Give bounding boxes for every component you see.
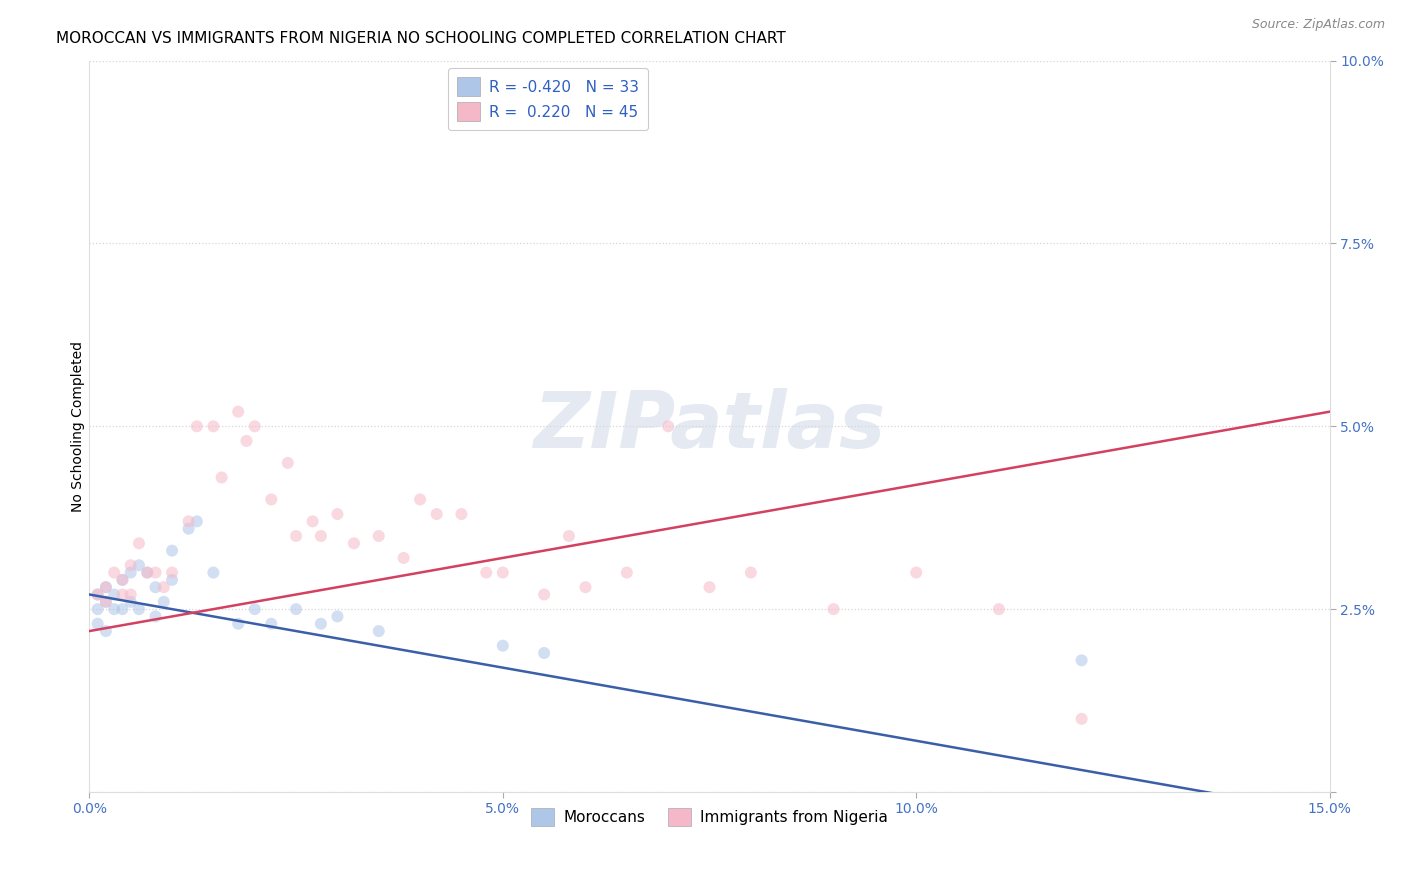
Point — [111, 573, 134, 587]
Point — [1070, 712, 1092, 726]
Point — [392, 550, 415, 565]
Point — [533, 587, 555, 601]
Y-axis label: No Schooling Completed: No Schooling Completed — [72, 341, 86, 512]
Point — [186, 514, 208, 528]
Point — [94, 580, 117, 594]
Point — [136, 566, 159, 580]
Point — [657, 419, 679, 434]
Point — [740, 566, 762, 580]
Point — [309, 616, 332, 631]
Point — [160, 573, 183, 587]
Point — [152, 595, 174, 609]
Point — [616, 566, 638, 580]
Point — [111, 602, 134, 616]
Point — [120, 558, 142, 573]
Point — [285, 529, 308, 543]
Point — [145, 609, 167, 624]
Point — [120, 587, 142, 601]
Point — [177, 514, 200, 528]
Text: MOROCCAN VS IMMIGRANTS FROM NIGERIA NO SCHOOLING COMPLETED CORRELATION CHART: MOROCCAN VS IMMIGRANTS FROM NIGERIA NO S… — [56, 31, 786, 46]
Point — [128, 536, 150, 550]
Point — [128, 602, 150, 616]
Point — [367, 529, 389, 543]
Point — [94, 595, 117, 609]
Point — [94, 595, 117, 609]
Point — [823, 602, 845, 616]
Point — [475, 566, 498, 580]
Point — [160, 566, 183, 580]
Legend: Moroccans, Immigrants from Nigeria: Moroccans, Immigrants from Nigeria — [522, 798, 897, 836]
Text: ZIPatlas: ZIPatlas — [533, 388, 886, 465]
Point — [905, 566, 928, 580]
Point — [202, 419, 225, 434]
Point — [1070, 653, 1092, 667]
Text: Source: ZipAtlas.com: Source: ZipAtlas.com — [1251, 18, 1385, 31]
Point — [211, 470, 233, 484]
Point — [145, 580, 167, 594]
Point — [86, 587, 108, 601]
Point — [136, 566, 159, 580]
Point — [103, 566, 125, 580]
Point — [409, 492, 432, 507]
Point — [243, 419, 266, 434]
Point — [226, 405, 249, 419]
Point — [94, 580, 117, 594]
Point — [326, 609, 349, 624]
Point — [533, 646, 555, 660]
Point — [492, 566, 515, 580]
Point — [309, 529, 332, 543]
Point — [86, 602, 108, 616]
Point — [94, 624, 117, 638]
Point — [260, 616, 283, 631]
Point — [699, 580, 721, 594]
Point — [285, 602, 308, 616]
Point — [243, 602, 266, 616]
Point — [86, 616, 108, 631]
Point — [103, 602, 125, 616]
Point — [226, 616, 249, 631]
Point — [450, 507, 472, 521]
Point — [326, 507, 349, 521]
Point — [987, 602, 1010, 616]
Point — [574, 580, 596, 594]
Point — [277, 456, 299, 470]
Point — [367, 624, 389, 638]
Point — [343, 536, 366, 550]
Point — [86, 587, 108, 601]
Point — [260, 492, 283, 507]
Point — [186, 419, 208, 434]
Point — [103, 587, 125, 601]
Point — [160, 543, 183, 558]
Point — [128, 558, 150, 573]
Point — [202, 566, 225, 580]
Point — [492, 639, 515, 653]
Point — [120, 595, 142, 609]
Point — [177, 522, 200, 536]
Point — [426, 507, 449, 521]
Point — [152, 580, 174, 594]
Point — [145, 566, 167, 580]
Point — [558, 529, 581, 543]
Point — [111, 587, 134, 601]
Point — [301, 514, 323, 528]
Point — [235, 434, 257, 448]
Point — [111, 573, 134, 587]
Point — [120, 566, 142, 580]
